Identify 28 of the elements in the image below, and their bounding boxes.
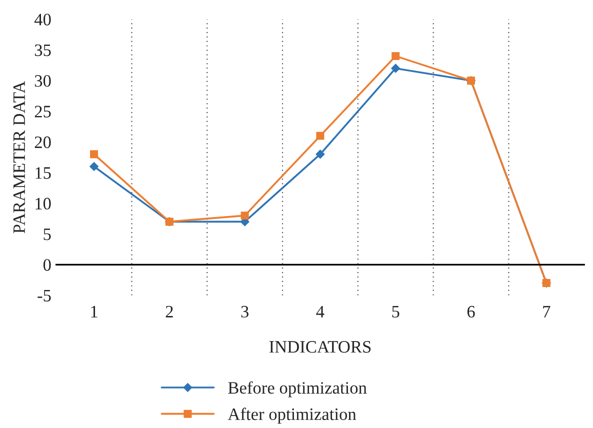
y-tick-label: -5: [38, 290, 51, 302]
y-axis-title: PARAMETER DATA: [13, 81, 25, 234]
y-tick-label: 40: [34, 14, 51, 26]
point: [90, 162, 98, 171]
y-tick-label: 10: [36, 198, 51, 210]
y-tick-label: 0: [43, 259, 51, 271]
point: [316, 132, 324, 140]
point: [392, 52, 400, 60]
x-tick-label: 2: [166, 306, 173, 318]
y-tick-label: 30: [34, 75, 51, 87]
y-tick-label: 20: [34, 136, 51, 148]
point: [316, 150, 325, 159]
x-tick-label: 3: [241, 306, 248, 318]
legend-label: After optimization: [228, 408, 356, 424]
point: [240, 212, 249, 220]
x-tick-label: 1: [91, 306, 98, 318]
x-axis-title: INDICATORS: [269, 341, 371, 353]
x-tick-label: 5: [392, 306, 400, 318]
x-tick-label: 4: [316, 306, 324, 318]
y-tick-label: 25: [34, 106, 51, 118]
y-tick-label: 5: [44, 228, 51, 240]
legend-label: Before optimization: [228, 381, 367, 398]
y-tick-label: 35: [34, 44, 51, 56]
x-tick-label: 7: [543, 306, 550, 318]
x-tick-label: 6: [467, 306, 475, 318]
y-tick-label: 15: [36, 167, 51, 179]
point: [391, 64, 400, 73]
point: [90, 150, 98, 158]
